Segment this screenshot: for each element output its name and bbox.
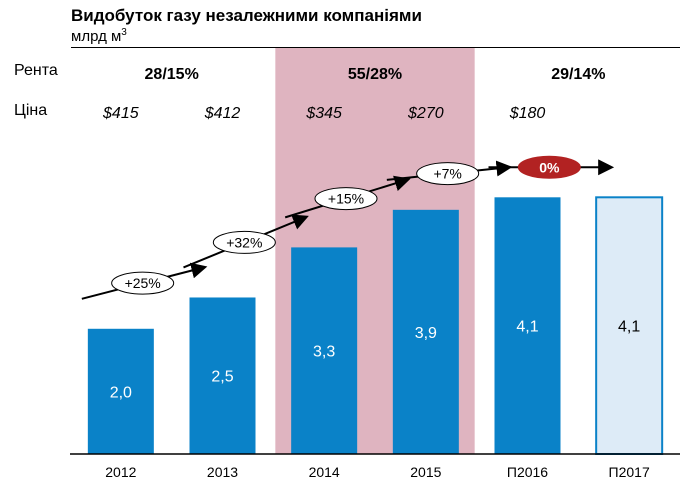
bar-2013 [189,297,256,454]
rent-value: 28/15% [145,66,199,83]
category-label: 2013 [207,464,238,480]
category-label: 2015 [410,464,441,480]
bar-value-label: 4,1 [516,319,538,336]
price-value: $412 [204,105,241,122]
category-label: П2016 [507,464,548,480]
price-value: $345 [305,105,342,122]
rent-value: 29/14% [551,66,605,83]
chart-unit: млрд м3 [71,27,127,45]
bar-value-label: 2,5 [211,369,233,386]
bar-П2016 [494,197,561,454]
growth-label: +7% [433,166,461,182]
bar-2012 [87,328,154,454]
bar-П2017 [595,196,664,455]
category-label: 2012 [105,464,136,480]
bar-value-label: 2,0 [110,384,132,401]
growth-bubble [517,155,581,179]
growth-bubble [212,230,276,254]
growth-bubble [314,187,378,211]
bar-2014 [291,247,358,454]
chart-title: Видобуток газу незалежними компаніями [71,6,422,25]
rent-row-label: Рента [14,62,58,79]
growth-label: +32% [226,234,262,250]
price-row-label: Ціна [14,102,48,119]
growth-bubble [111,271,175,295]
growth-label: 0% [539,159,560,175]
price-value: $180 [509,105,546,122]
growth-label: +25% [125,275,161,291]
unit-superscript: 3 [121,27,127,38]
rent-value: 55/28% [348,66,402,83]
category-label: 2014 [309,464,340,480]
price-value: $270 [407,105,444,122]
category-label: П2017 [609,464,650,480]
growth-label: +15% [328,191,364,207]
bar-2015 [392,209,459,454]
title-rule [71,47,680,48]
price-value: $415 [102,105,139,122]
unit-text: млрд м [71,28,122,45]
bar-value-label: 3,3 [313,344,335,361]
bar-value-label: 4,1 [618,319,640,336]
bar-value-label: 3,9 [415,325,437,342]
growth-bubble [416,162,480,186]
